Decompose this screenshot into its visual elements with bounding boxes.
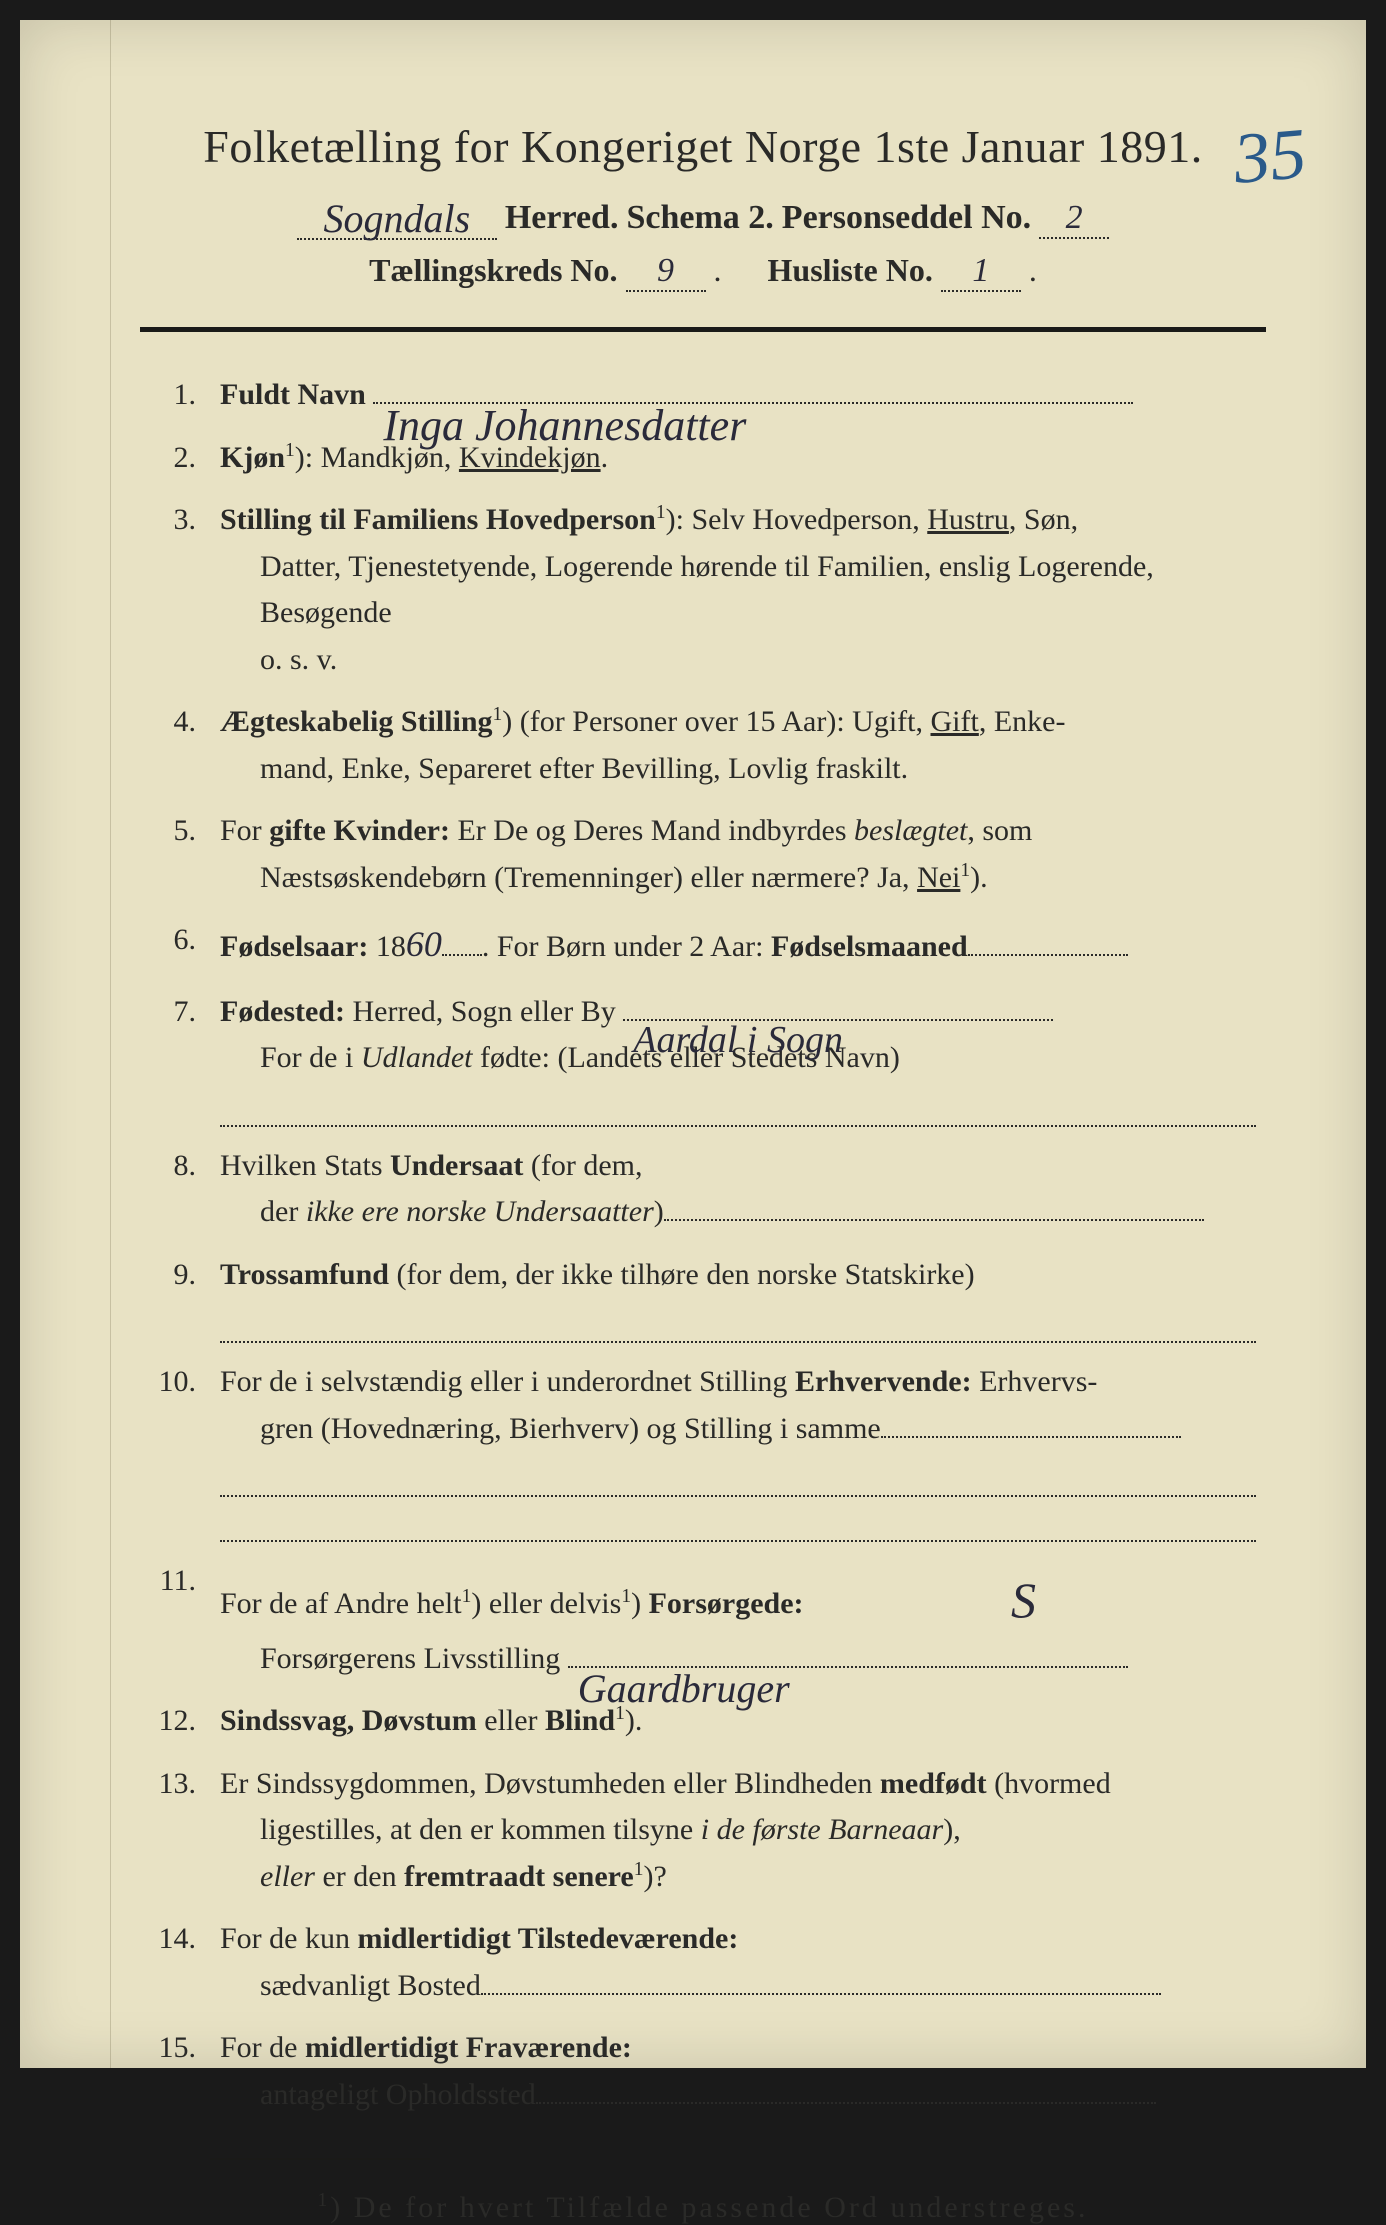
item-9: 9. Trossamfund (for dem, der ikke tilhør… <box>150 1252 1256 1344</box>
form-header: Folketælling for Kongeriget Norge 1ste J… <box>140 120 1266 292</box>
item-1: 1. Fuldt Navn Inga Johannesdatter <box>150 372 1256 419</box>
item-6: 6. Fødselsaar: 1860. For Børn under 2 Aa… <box>150 917 1256 973</box>
item-13: 13. Er Sindssygdommen, Døvstumheden elle… <box>150 1761 1256 1901</box>
census-form-page: 35 Folketælling for Kongeriget Norge 1st… <box>20 20 1366 2068</box>
schema-label: Schema 2. <box>626 199 773 237</box>
kreds-label: Tællingskreds No. <box>369 252 617 289</box>
header-row-1: Sogndals Herred. Schema 2. Personseddel … <box>140 191 1266 240</box>
item-11: 11. For de af Andre helt1) eller delvis1… <box>150 1558 1256 1682</box>
husliste-label: Husliste No. <box>768 252 933 289</box>
footnote: 1) De for hvert Tilfælde passende Ord un… <box>140 2190 1266 2225</box>
item-7: 7. Fødested: Herred, Sogn eller By Aarda… <box>150 989 1256 1127</box>
item-14: 14. For de kun midlertidigt Tilstedevære… <box>150 1916 1256 2009</box>
provider-field: Gaardbruger <box>568 1666 1128 1668</box>
header-divider <box>140 327 1266 332</box>
page-number-annotation: 35 <box>1231 112 1310 201</box>
separator: . <box>1029 252 1037 289</box>
item-10: 10. For de i selvstændig eller i underor… <box>150 1359 1256 1542</box>
label: Fuldt Navn <box>220 378 366 411</box>
separator: . <box>714 252 722 289</box>
name-field: Inga Johannesdatter <box>373 402 1133 404</box>
birthplace-field: Aardal i Sogn <box>623 1019 1053 1021</box>
personseddel-label: Personseddel No. <box>782 199 1031 237</box>
footnote-divider <box>210 2158 430 2160</box>
item-15: 15. For de midlertidigt Fraværende: anta… <box>150 2025 1256 2118</box>
item-5: 5. For gifte Kvinder: Er De og Deres Man… <box>150 808 1256 901</box>
husliste-field: 1 <box>941 252 1021 292</box>
item-8: 8. Hvilken Stats Undersaat (for dem, der… <box>150 1143 1256 1236</box>
personseddel-field: 2 <box>1039 199 1109 239</box>
header-row-2: Tællingskreds No. 9 . Husliste No. 1 . <box>140 252 1266 292</box>
herred-label: Herred. <box>505 199 619 237</box>
kreds-field: 9 <box>626 252 706 292</box>
item-4: 4. Ægteskabelig Stilling1) (for Personer… <box>150 699 1256 792</box>
form-title: Folketælling for Kongeriget Norge 1ste J… <box>140 120 1266 173</box>
form-body: 1. Fuldt Navn Inga Johannesdatter 2. Kjø… <box>140 372 1266 2118</box>
herred-field: Sogndals <box>297 191 497 240</box>
item-3: 3. Stilling til Familiens Hovedperson1):… <box>150 497 1256 683</box>
